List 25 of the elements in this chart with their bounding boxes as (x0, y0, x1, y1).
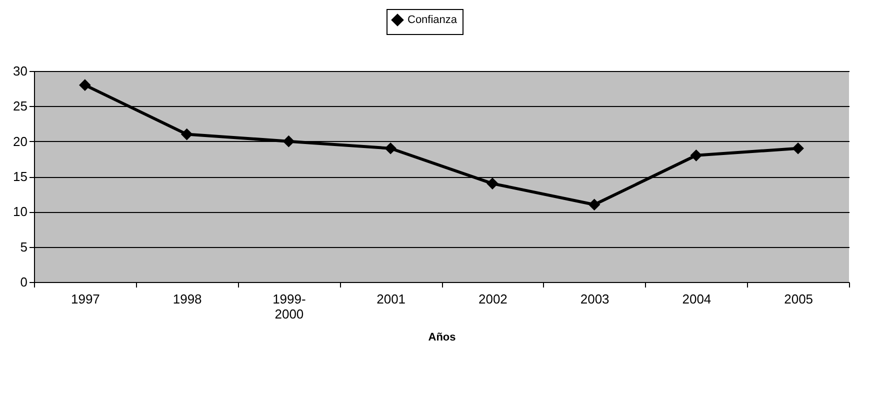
point (384, 142, 396, 154)
y-tick-label: 30 (13, 64, 28, 78)
y-tick-label: 0 (20, 274, 28, 290)
y-tick-label: 25 (13, 98, 28, 114)
point (792, 142, 804, 154)
x-tick-label: 2005 (784, 292, 814, 306)
legend-label: Confianza (408, 14, 458, 26)
y-tick-label: 5 (20, 239, 28, 254)
point (282, 135, 295, 148)
x-tick-label: 2004 (682, 292, 712, 306)
y-tick-label: 15 (13, 169, 28, 184)
point (486, 178, 498, 190)
x-tick-label: 2002 (478, 292, 508, 306)
x-tick-label: 1999-2000 (272, 292, 306, 322)
point (690, 149, 702, 162)
x-tick-label: 1997 (70, 292, 100, 306)
point (588, 198, 600, 211)
y-tick-label: 10 (13, 204, 28, 220)
y-tick-label: 20 (13, 134, 28, 149)
point (180, 128, 193, 140)
x-tick-label: 2003 (580, 292, 610, 306)
point (79, 79, 91, 91)
x-tick-label: 2001 (376, 292, 406, 306)
x-tick-label: 1998 (172, 292, 202, 306)
x-axis-title: Años (428, 332, 456, 344)
